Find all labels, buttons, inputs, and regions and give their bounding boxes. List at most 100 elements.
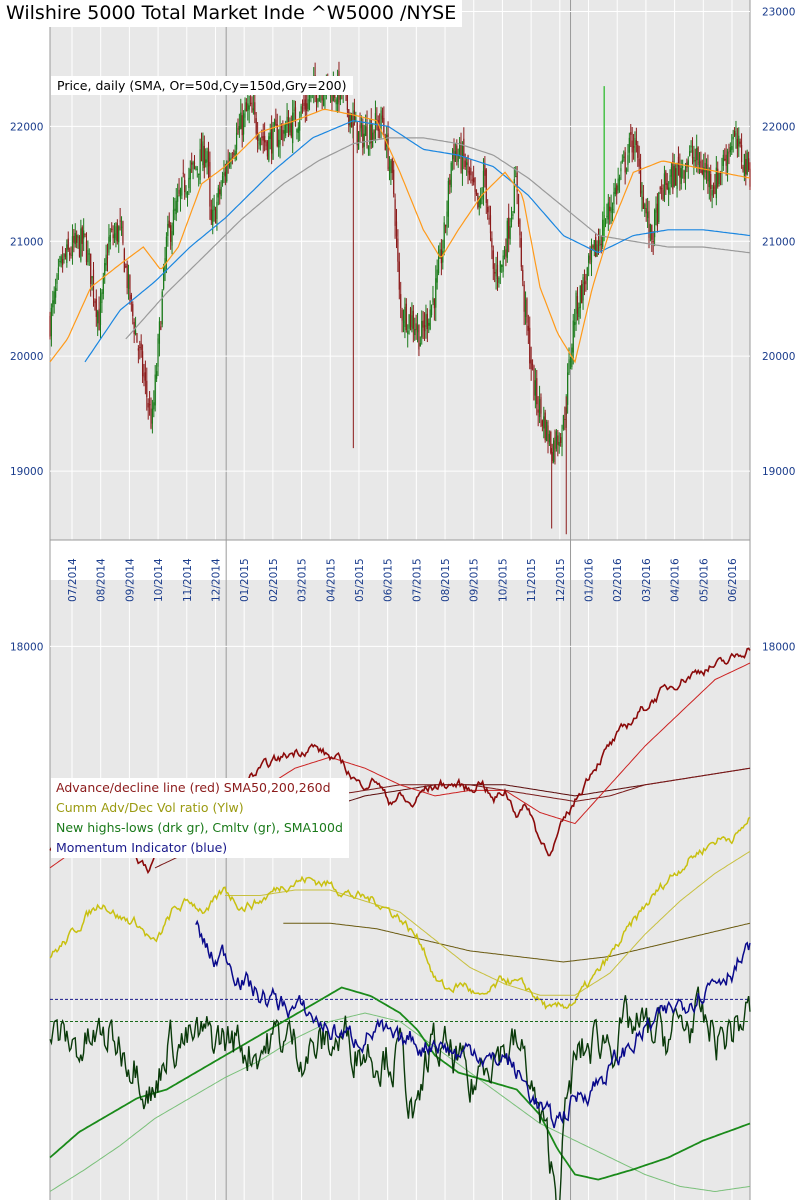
candle-body: [258, 142, 260, 144]
candle-body: [470, 167, 472, 176]
candle-body: [513, 179, 515, 214]
candle-body: [676, 162, 678, 190]
candle-body: [509, 225, 511, 240]
candle-body: [196, 168, 198, 170]
candle-body: [457, 155, 459, 162]
candle-body: [207, 148, 210, 167]
candle-body: [683, 170, 685, 179]
candle-body: [147, 402, 149, 408]
candle-body: [171, 231, 173, 246]
candle-body: [241, 115, 243, 136]
sma50-line: [49, 108, 751, 364]
candle-body: [604, 223, 607, 225]
candle-body: [118, 226, 120, 243]
candle-body: [73, 235, 75, 243]
candle-body: [602, 219, 604, 247]
candle-body: [212, 209, 214, 226]
candle-body: [499, 260, 501, 273]
candle-body: [88, 253, 90, 255]
indicator-legend: Advance/decline line (red) SMA50,200,260…: [51, 778, 349, 858]
candle-body: [393, 169, 395, 194]
candle-body: [564, 418, 566, 420]
candle-body: [459, 142, 461, 156]
candle-body: [409, 308, 412, 328]
candle-body: [83, 230, 85, 239]
candle-body: [80, 228, 82, 261]
candle-body: [407, 330, 409, 334]
candle-body: [200, 143, 203, 162]
candle-body: [257, 132, 259, 141]
candle-body: [255, 118, 257, 134]
candle-body: [387, 133, 389, 170]
candle-body: [186, 192, 189, 199]
candle-body: [108, 236, 110, 253]
candle-body: [367, 145, 370, 150]
x-tick-label: 01/2015: [239, 558, 251, 602]
candle-body: [561, 432, 563, 447]
candle-body: [502, 255, 504, 272]
candle-body: [646, 211, 649, 219]
candle-body: [238, 126, 240, 130]
candle-body: [174, 208, 176, 211]
candle-body: [81, 227, 83, 244]
y-tick-label-left: 20000: [10, 351, 43, 363]
cum-vol-sma-line: [225, 850, 751, 996]
chart-title: Wilshire 5000 Total Market Inde ^W5000 /…: [0, 0, 463, 27]
candle-body: [524, 299, 527, 318]
candle-body: [154, 374, 156, 406]
candle-body: [151, 408, 154, 424]
candle-body: [62, 259, 64, 265]
candle-body: [99, 301, 102, 326]
candle-body: [666, 183, 668, 190]
candle-body: [240, 112, 242, 129]
candle-body: [126, 263, 128, 289]
candle-body: [617, 178, 619, 191]
candle-body: [223, 173, 225, 176]
candle-body: [578, 307, 580, 317]
candle-body: [303, 102, 305, 106]
candle-body: [735, 133, 737, 139]
candle-body: [192, 161, 194, 170]
candle-body: [191, 162, 193, 165]
candle-body: [415, 323, 417, 331]
candle-body: [632, 146, 635, 148]
candle-body: [57, 267, 60, 272]
candle-body: [69, 252, 71, 256]
candle-body: [696, 148, 698, 161]
x-tick-label: 10/2015: [497, 558, 509, 602]
y-tick-label-right: 22000: [762, 121, 795, 133]
candle-body: [366, 124, 368, 146]
candle-body: [669, 175, 671, 184]
x-tick-label: 11/2015: [526, 558, 538, 602]
candle-body: [161, 291, 163, 325]
candle-body: [498, 278, 500, 283]
candle-body: [360, 122, 363, 129]
candle-body: [217, 187, 219, 198]
candle-body: [153, 402, 155, 410]
y-tick-label-right: 18000: [762, 641, 795, 653]
candle-body: [491, 238, 493, 248]
candle-body: [421, 321, 423, 338]
candle-body: [380, 110, 382, 132]
candle-body: [534, 380, 536, 396]
candle-body: [210, 209, 212, 221]
x-tick-label: 08/2015: [440, 558, 452, 602]
candle-body: [250, 102, 252, 104]
candle-body: [355, 116, 357, 123]
candle-body: [304, 99, 306, 110]
candle-body: [395, 221, 398, 237]
candle-body: [687, 160, 689, 168]
candle-body: [120, 226, 123, 228]
y-tick-label-right: 19000: [762, 466, 795, 478]
candle-body: [582, 277, 584, 301]
candle-body: [533, 365, 535, 401]
x-tick-label: 03/2015: [297, 558, 309, 602]
candle-body: [613, 191, 615, 205]
candle-body: [213, 205, 215, 211]
candle-body: [544, 412, 546, 441]
candle-body: [233, 153, 235, 155]
candle-body: [179, 189, 182, 199]
y-tick-label-left: 21000: [10, 236, 43, 248]
candle-body: [205, 159, 207, 164]
candle-body: [610, 207, 612, 213]
